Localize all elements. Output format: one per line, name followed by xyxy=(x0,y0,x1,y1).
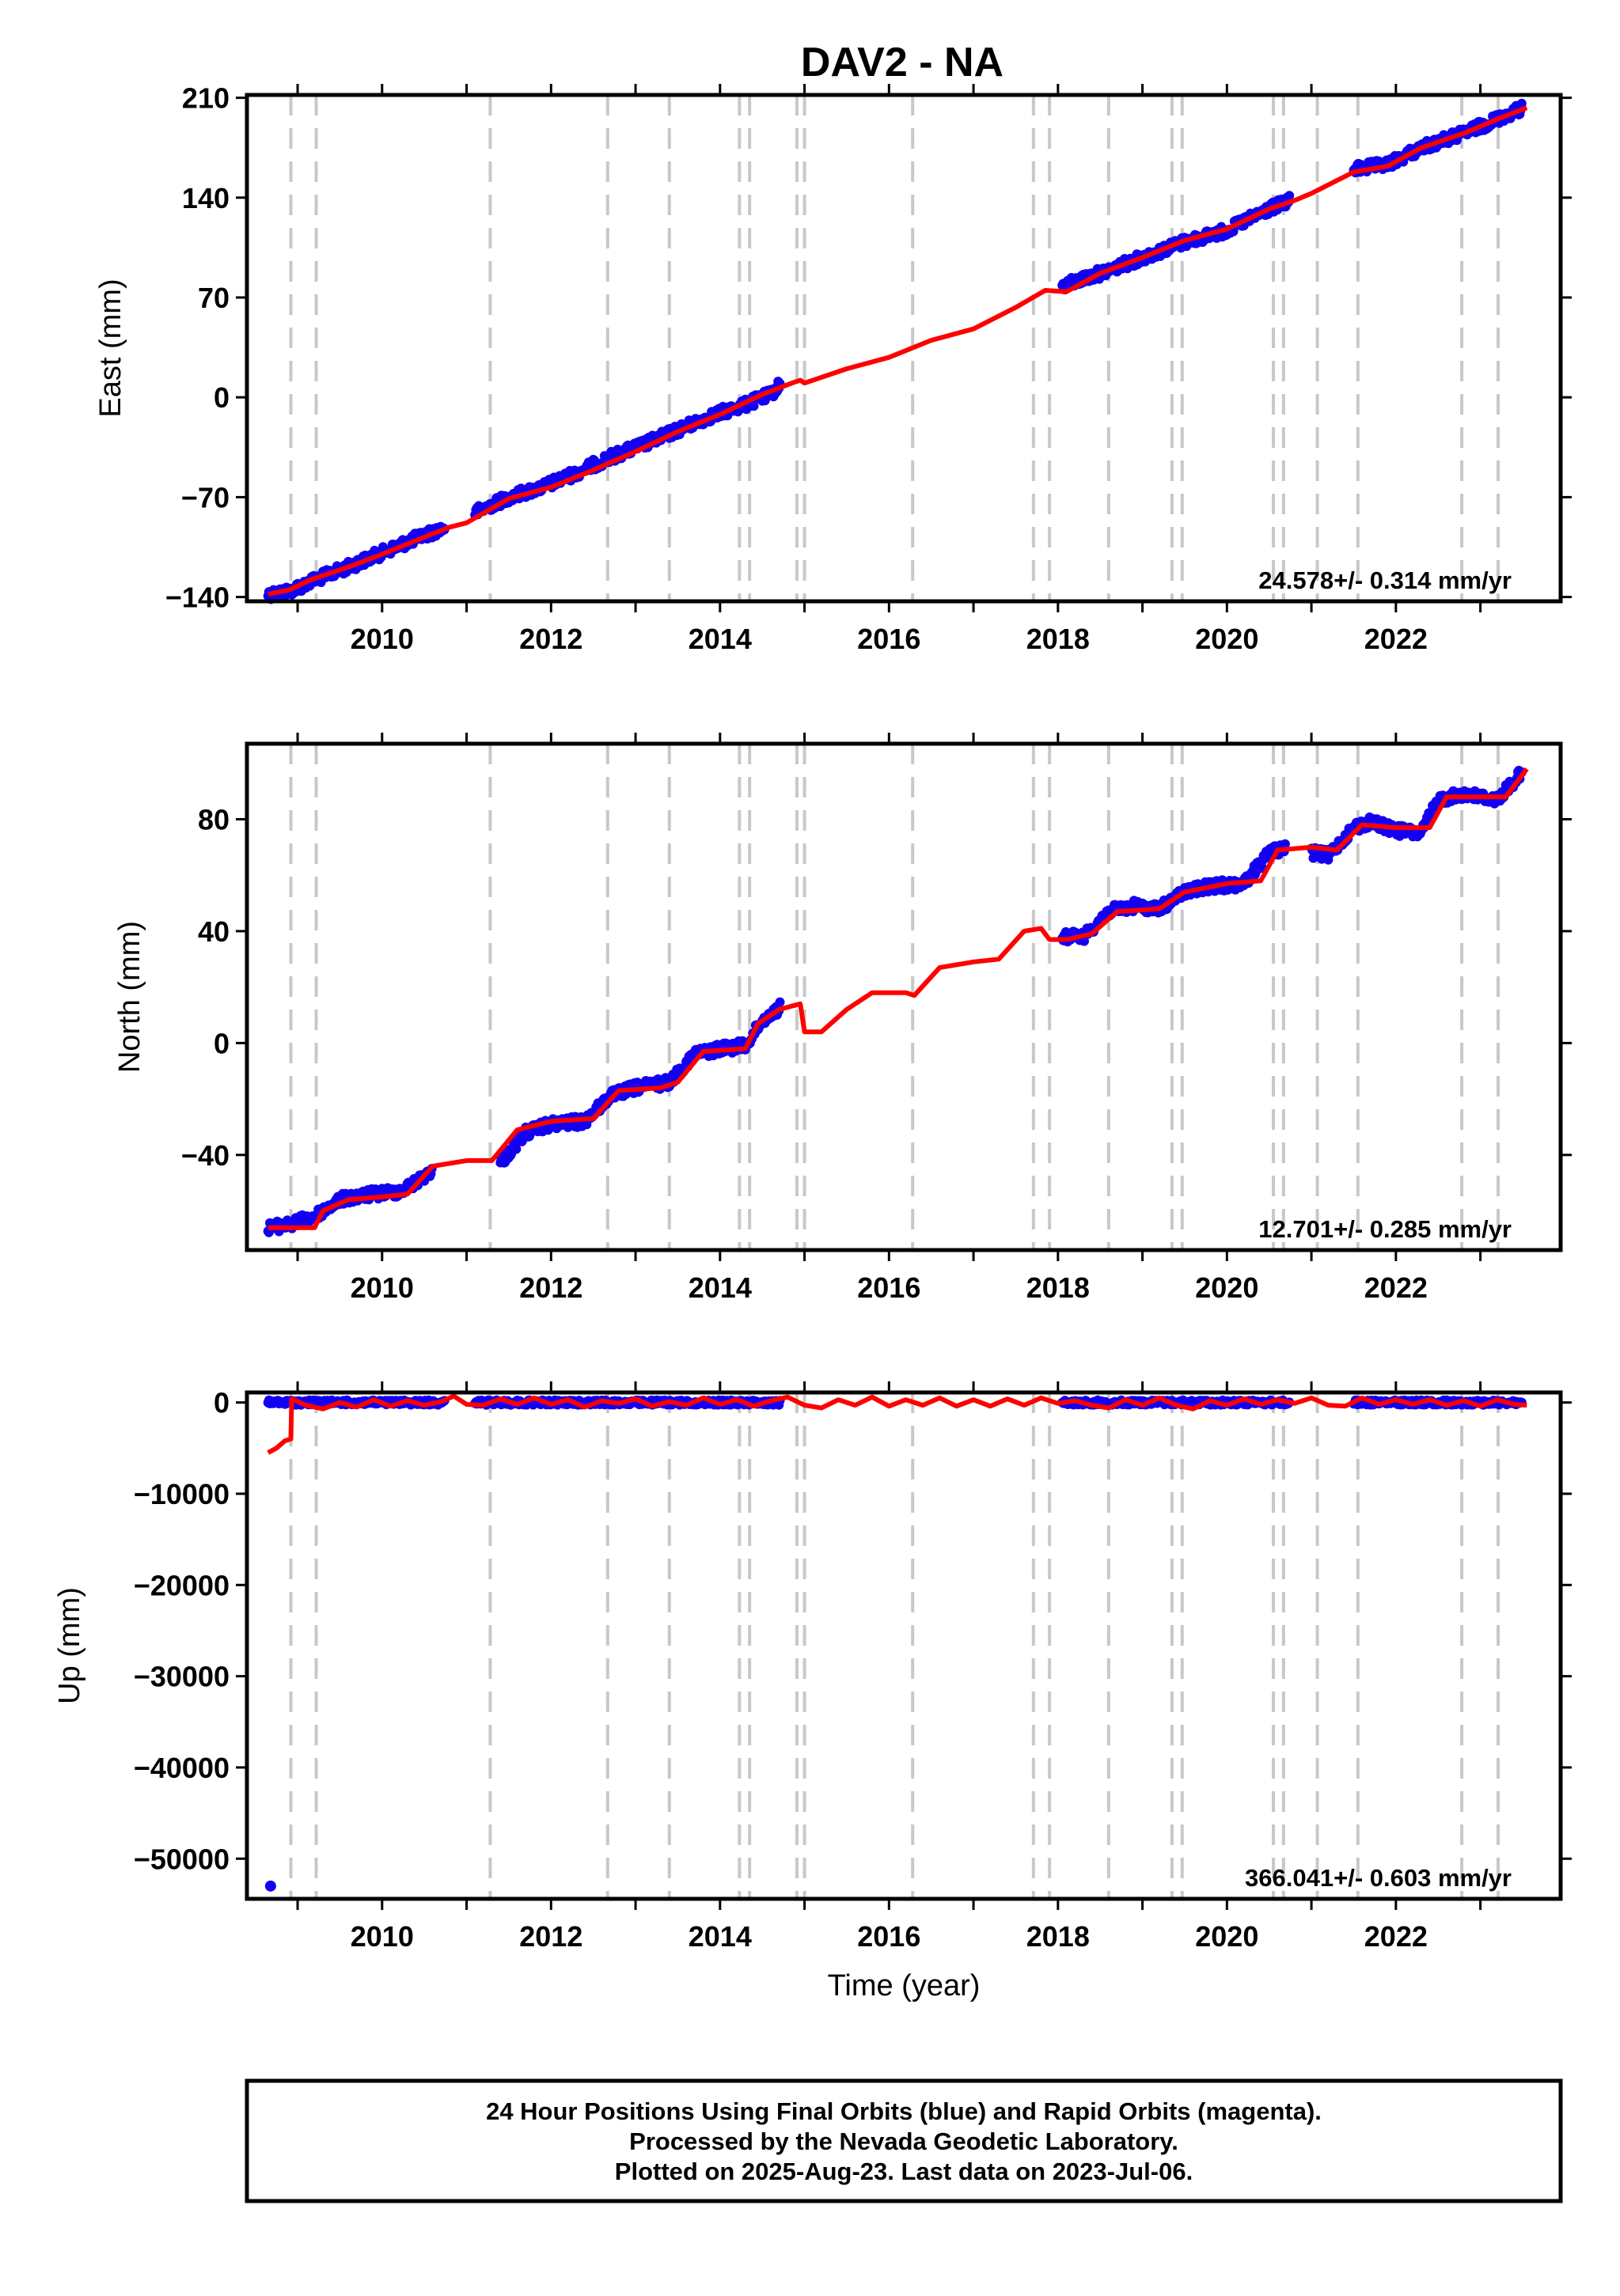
north-rate-annotation: 12.701+/- 0.285 mm/yr xyxy=(1258,1215,1512,1243)
north-plot-frame xyxy=(245,741,1563,1252)
east-x-tick-label: 2018 xyxy=(1026,623,1090,655)
north-x-tick-label: 2010 xyxy=(351,1271,414,1304)
up-rate-annotation: 366.041+/- 0.603 mm/yr xyxy=(1245,1864,1512,1892)
caption-box: 24 Hour Positions Using Final Orbits (bl… xyxy=(245,2078,1563,2203)
up-y-tick-label: −20000 xyxy=(134,1569,230,1601)
up-outlier-point xyxy=(264,1880,276,1892)
east-x-tick-label: 2014 xyxy=(689,623,752,655)
x-axis-label: Time (year) xyxy=(828,1969,981,2002)
north-x-tick-label: 2014 xyxy=(689,1271,752,1304)
up-y-tick-label: −10000 xyxy=(134,1478,230,1510)
east-model-line xyxy=(267,105,1528,597)
up-y-axis-label: Up (mm) xyxy=(53,1587,86,1704)
east-y-tick-label: −140 xyxy=(165,582,230,614)
up-model-line xyxy=(267,1393,1527,1455)
up-x-tick-label: 2012 xyxy=(519,1920,582,1953)
up-x-tick-label: 2020 xyxy=(1195,1920,1258,1953)
caption-line-3: Plotted on 2025-Aug-23. Last data on 202… xyxy=(615,2158,1193,2185)
north-x-tick-label: 2016 xyxy=(857,1271,920,1304)
north-x-tick-label: 2020 xyxy=(1195,1271,1258,1304)
east-y-tick-label: −70 xyxy=(181,481,230,513)
east-data-point xyxy=(749,401,759,411)
north-model-line xyxy=(267,767,1529,1230)
north-data-point xyxy=(1280,839,1290,849)
chart-title: DAV2 - NA xyxy=(801,40,1003,85)
up-x-tick-label: 2022 xyxy=(1364,1920,1428,1953)
north-y-tick-label: −40 xyxy=(181,1139,230,1172)
up-plot-frame xyxy=(245,1390,1563,1901)
east-x-tick-label: 2010 xyxy=(351,623,414,655)
north-y-tick-label: 0 xyxy=(214,1027,230,1059)
up-y-tick-label: −30000 xyxy=(134,1661,230,1693)
east-data-point xyxy=(1284,191,1295,201)
north-data-point xyxy=(511,1144,522,1154)
north-panel: −40 0 40 80 2010 2012 2014 2016 2018 2020 2022 Nor… xyxy=(113,733,1572,1304)
east-y-axis-label: East (mm) xyxy=(94,278,127,417)
up-y-tick-label: 0 xyxy=(214,1387,230,1419)
up-x-tick-label: 2014 xyxy=(689,1920,752,1953)
north-x-tick-label: 2012 xyxy=(519,1271,582,1304)
north-y-tick-label: 40 xyxy=(198,915,230,948)
caption-line-1: 24 Hour Positions Using Final Orbits (bl… xyxy=(486,2097,1322,2125)
up-x-tick-label: 2018 xyxy=(1026,1920,1090,1953)
east-x-tick-label: 2022 xyxy=(1364,623,1428,655)
east-y-tick-label: 70 xyxy=(198,282,230,314)
north-y-tick-label: 80 xyxy=(198,803,230,835)
east-data-point xyxy=(1516,98,1527,108)
east-rate-annotation: 24.578+/- 0.314 mm/yr xyxy=(1258,566,1512,594)
east-y-tick-label: 140 xyxy=(182,182,230,214)
caption-line-2: Processed by the Nevada Geodetic Laborat… xyxy=(629,2127,1178,2155)
north-y-axis-label: North (mm) xyxy=(113,921,146,1073)
up-x-tick-label: 2016 xyxy=(857,1920,920,1953)
east-x-tick-label: 2016 xyxy=(857,623,920,655)
east-y-tick-label: 210 xyxy=(182,82,230,115)
east-x-tick-label: 2012 xyxy=(519,623,582,655)
up-x-tick-label: 2010 xyxy=(351,1920,414,1953)
north-data-point xyxy=(775,997,785,1007)
east-x-tick-label: 2020 xyxy=(1195,623,1258,655)
up-panel: −50000 −40000 −30000 −20000 −10000 0 2010 2012 2… xyxy=(53,1381,1572,2002)
east-y-tick-label: 0 xyxy=(214,381,230,414)
north-data-point xyxy=(1079,936,1089,946)
up-y-tick-label: −50000 xyxy=(134,1843,230,1875)
east-panel: −140 −70 0 70 140 210 2010 2012 2014 2016 2018 2020… xyxy=(94,82,1572,655)
east-plot-frame xyxy=(245,93,1563,604)
north-x-tick-label: 2022 xyxy=(1364,1271,1428,1304)
up-y-tick-label: −40000 xyxy=(134,1752,230,1784)
north-x-tick-label: 2018 xyxy=(1026,1271,1090,1304)
